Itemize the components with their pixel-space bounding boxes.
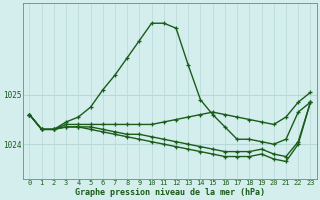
X-axis label: Graphe pression niveau de la mer (hPa): Graphe pression niveau de la mer (hPa) xyxy=(75,188,265,197)
